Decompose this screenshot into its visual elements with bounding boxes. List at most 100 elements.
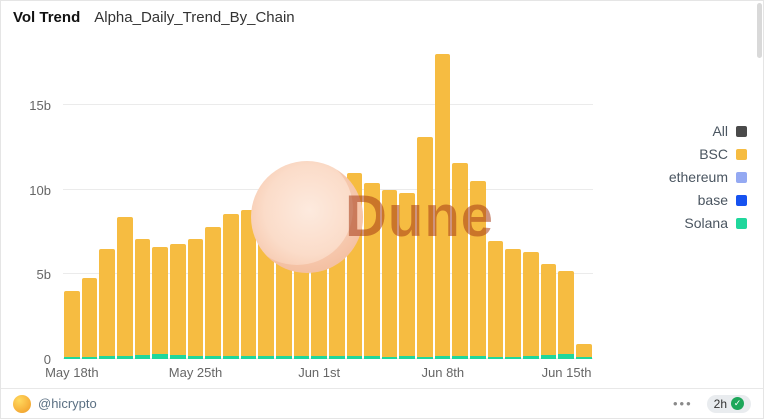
gridline [63,358,593,359]
legend-swatch [736,171,747,183]
bar-segment-bsc [540,264,557,355]
legend-item-all[interactable]: All [712,123,747,139]
bar-may-20[interactable] [98,46,116,359]
bar-segment-bsc [417,137,433,358]
bar-segment-bsc [470,181,486,357]
bar-may-22[interactable] [134,46,152,359]
author-handle[interactable]: @hicrypto [38,396,97,411]
time-badge-label: 2h [713,396,727,411]
bar-segment-bsc [293,199,310,357]
bar-segment-bsc [558,271,575,354]
bar-may-27[interactable] [222,46,240,359]
bar-segment-bsc [152,247,168,354]
bar-jun-2[interactable] [328,46,346,359]
bar-may-18[interactable] [63,46,81,359]
more-options-icon[interactable]: ••• [672,396,693,411]
bar-segment-solana [134,354,151,359]
bar-segment-solana [434,356,451,359]
bar-segment-bsc [134,238,151,355]
bar-jun-5[interactable] [381,46,399,359]
bar-jun-7[interactable] [416,46,434,359]
bar-may-26[interactable] [204,46,222,359]
x-tick-label: May 25th [168,365,223,380]
bar-segment-solana [399,356,416,359]
legend-item-base[interactable]: base [698,192,747,208]
bar-segment-bsc [81,277,98,358]
bar-segment-solana [99,356,115,359]
legend-label: Solana [684,215,728,231]
bar-segment-bsc [452,162,469,357]
bar-segment-solana [222,356,239,359]
bar-segment-solana [240,356,257,359]
bar-jun-1[interactable] [310,46,328,359]
bar-jun-8[interactable] [434,46,452,359]
y-tick-label: 15b [29,98,51,114]
bar-segment-bsc [311,184,327,356]
bar-segment-solana [417,357,433,359]
y-axis: 0 5b 10b 15b [9,46,55,367]
bar-may-30[interactable] [275,46,293,359]
bar-segment-solana [152,353,168,359]
chart-title: Vol Trend [13,9,81,26]
bar-segment-bsc [116,216,133,356]
bar-segment-solana [487,357,504,359]
chart-subtitle: Alpha_Daily_Trend_By_Chain [94,9,295,26]
legend-item-bsc[interactable]: BSC [699,146,747,162]
legend-swatch [736,217,747,229]
bar-segment-solana [116,355,133,359]
bar-segment-bsc [523,252,539,357]
bar-jun-12[interactable] [504,46,522,359]
bar-segment-solana [311,355,327,359]
bar-may-21[interactable] [116,46,134,359]
bar-segment-solana [452,356,469,359]
bar-may-23[interactable] [151,46,169,359]
bar-jun-9[interactable] [451,46,469,359]
bar-segment-solana [275,356,292,359]
scrollbar-thumb[interactable] [757,3,762,58]
bar-segment-bsc [434,54,451,357]
time-badge[interactable]: 2h ✓ [706,394,751,413]
gridline [63,104,593,106]
bar-segment-bsc [328,181,345,357]
bar-may-29[interactable] [257,46,275,359]
bar-jun-4[interactable] [363,46,381,359]
bar-may-24[interactable] [169,46,187,359]
bar-segment-bsc [381,189,398,358]
legend-swatch [736,148,747,160]
bar-jun-10[interactable] [469,46,487,359]
bar-may-31[interactable] [293,46,311,359]
bar-jun-16[interactable] [575,46,593,359]
bar-segment-bsc [275,189,292,357]
x-axis: May 18th May 25th Jun 1st Jun 8th Jun 15th [45,365,593,383]
bar-jun-11[interactable] [487,46,505,359]
y-tick-label: 0 [43,352,51,367]
bar-jun-3[interactable] [346,46,364,359]
bar-jun-13[interactable] [522,46,540,359]
bar-segment-bsc [364,183,380,357]
bar-jun-6[interactable] [398,46,416,359]
legend-item-solana[interactable]: Solana [684,215,747,231]
legend-item-ethereum[interactable]: ethereum [669,169,747,185]
avatar[interactable] [13,394,31,413]
bar-segment-bsc [240,210,257,357]
bar-segment-solana [576,357,592,359]
author: @hicrypto [13,394,97,413]
bar-may-25[interactable] [187,46,205,359]
bar-segment-solana [293,356,310,359]
bar-jun-15[interactable] [557,46,575,359]
bar-segment-bsc [576,343,592,358]
legend-label: ethereum [668,169,728,185]
bar-segment-bsc [399,193,416,357]
bar-segment-bsc [205,227,221,357]
bar-jun-14[interactable] [540,46,558,359]
bar-may-19[interactable] [81,46,99,359]
gridline [63,273,593,275]
bar-segment-solana [258,355,274,359]
bar-segment-bsc [187,238,204,356]
bar-segment-bsc [258,196,274,356]
bar-segment-solana [81,357,98,359]
bar-may-28[interactable] [240,46,258,359]
y-tick-label: 10b [29,182,51,198]
bar-segment-bsc [505,249,522,358]
